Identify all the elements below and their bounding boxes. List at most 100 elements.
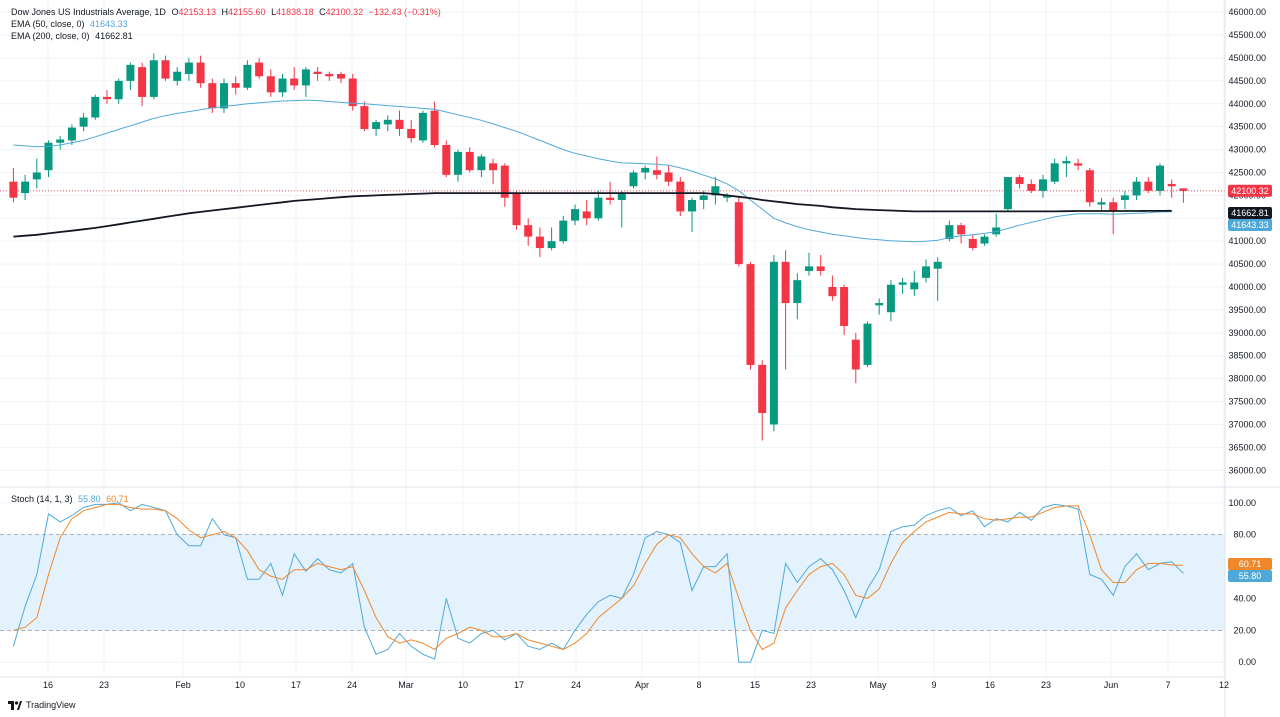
time-axis[interactable]: 16 23 Feb 10 17 24 Mar 10 17 24 Apr 8 15 23 May 9 16 23 Ju… <box>43 680 1229 690</box>
candle-up <box>243 64 252 88</box>
candle-down <box>208 83 217 109</box>
stoch-legend[interactable]: Stoch (14, 1, 3) 55.80 60.71 <box>11 493 129 505</box>
time-tick-label: 8 <box>696 680 701 690</box>
symbol-legend[interactable]: Dow Jones US Industrials Average, 1D O42… <box>11 6 441 18</box>
tradingview-logo[interactable]: TradingView <box>8 700 76 710</box>
time-tick-label: 23 <box>99 680 109 690</box>
candle-down <box>442 145 451 175</box>
candle-up <box>278 78 287 93</box>
price-tag-text: 41643.33 <box>1231 220 1269 230</box>
candle-up <box>91 96 100 118</box>
candle-down <box>348 78 357 107</box>
candle-down <box>1109 202 1118 212</box>
time-tick-label: Jun <box>1104 680 1119 690</box>
candle-down <box>816 266 825 271</box>
stoch-tick-label: 20.00 <box>1233 625 1256 635</box>
candle-up <box>769 261 778 425</box>
stoch-tick-label: 100.00 <box>1228 498 1256 508</box>
candle-up <box>21 181 30 194</box>
stoch-tag-text: 60.71 <box>1239 559 1262 569</box>
candle-down <box>231 83 240 88</box>
price-tick-label: 37000.00 <box>1228 419 1266 429</box>
candle-down <box>851 339 860 370</box>
ema200-legend[interactable]: EMA (200, close, 0) 41662.81 <box>11 30 133 42</box>
price-tick-label: 46000.00 <box>1228 7 1266 17</box>
candle-down <box>840 287 849 326</box>
brand-name: TradingView <box>26 700 76 710</box>
candle-up <box>594 197 603 219</box>
candle-down <box>676 181 685 212</box>
candle-down <box>266 76 275 93</box>
candle-down <box>968 238 977 249</box>
candle-up <box>126 64 135 81</box>
ema50-label: EMA (50, close, 0) <box>11 19 85 29</box>
symbol-title: Dow Jones US Industrials Average, 1D <box>11 7 166 17</box>
candle-up <box>32 172 41 180</box>
time-tick-label: 17 <box>514 680 524 690</box>
stoch-tag-bg <box>1228 558 1272 570</box>
time-tick-label: 9 <box>931 680 936 690</box>
candle-down <box>664 172 673 182</box>
price-tag-text: 42100.32 <box>1231 186 1269 196</box>
candle-up <box>711 186 720 196</box>
candle-up <box>1120 195 1129 200</box>
price-tick-label: 39500.00 <box>1228 305 1266 315</box>
ema50-legend[interactable]: EMA (50, close, 0) 41643.33 <box>11 18 128 30</box>
candle-up <box>1097 202 1106 205</box>
candle-up <box>114 80 123 100</box>
time-tick-label: 17 <box>291 680 301 690</box>
candle-down <box>465 151 474 171</box>
ema50-line <box>13 99 1172 243</box>
price-tick-label: 42500.00 <box>1228 167 1266 177</box>
time-tick-label: Feb <box>175 680 191 690</box>
candle-up <box>1003 177 1012 210</box>
low-label: L <box>271 7 277 17</box>
stoch-tag: 55.80 <box>1228 570 1272 582</box>
candle-up <box>1062 161 1071 164</box>
candle-up <box>863 323 872 365</box>
candle-up <box>629 172 638 187</box>
time-tick-label: 7 <box>1165 680 1170 690</box>
candle-down <box>1027 183 1036 191</box>
candle-up <box>559 220 568 242</box>
candle-up <box>910 282 919 290</box>
stoch-overbought-oversold-band <box>0 534 1225 631</box>
candle-down <box>489 163 498 171</box>
time-tick-label: 24 <box>571 680 581 690</box>
price-axis[interactable]: 36000.00 36500.00 37000.00 37500.00 38000.00… <box>1228 7 1266 475</box>
candle-up <box>477 156 486 171</box>
candle-down <box>325 74 334 77</box>
candle-up <box>1156 165 1164 191</box>
price-tick-label: 38000.00 <box>1228 374 1266 384</box>
tradingview-icon <box>8 700 22 710</box>
price-tag: 42100.32 <box>1228 184 1272 197</box>
candle-down <box>828 287 837 297</box>
stoch-tick-label: 0.00 <box>1238 657 1256 667</box>
high-value: 42155.60 <box>228 7 266 17</box>
candle-up <box>922 266 930 278</box>
price-tick-label: 39000.00 <box>1228 328 1266 338</box>
candle-down <box>1074 163 1083 166</box>
candle-down <box>957 225 966 235</box>
candle-up <box>383 119 392 125</box>
candle-down <box>512 193 521 226</box>
stoch-tag-text: 55.80 <box>1239 571 1262 581</box>
candle-down <box>138 67 147 97</box>
candle-down <box>582 211 591 219</box>
price-tick-label: 45500.00 <box>1228 30 1266 40</box>
change-value: −132.43 (−0.31%) <box>368 7 441 17</box>
time-tick-label: 12 <box>1219 680 1229 690</box>
time-tick-label: Apr <box>635 680 649 690</box>
candle-down <box>524 225 533 237</box>
candle-down <box>430 110 439 146</box>
candle-up <box>1132 181 1141 196</box>
time-tick-label: 10 <box>235 680 245 690</box>
stoch-tag: 60.71 <box>1228 558 1272 570</box>
candle-down <box>337 74 345 79</box>
candle-up <box>875 303 884 306</box>
time-tick-label: Mar <box>398 680 414 690</box>
candle-up <box>173 71 182 81</box>
candle-up <box>641 167 650 173</box>
